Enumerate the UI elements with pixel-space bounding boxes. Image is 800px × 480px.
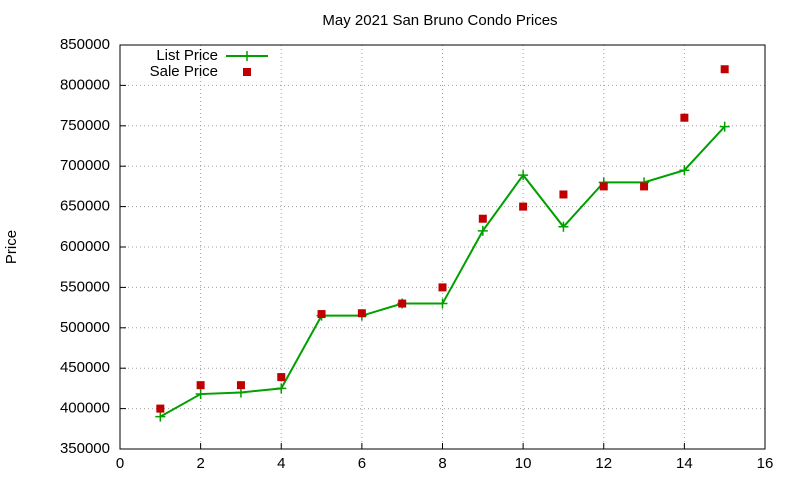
plot-frame bbox=[119, 44, 766, 450]
y-tick-label: 350000 bbox=[60, 440, 110, 457]
sale-point bbox=[438, 283, 447, 292]
y-tick-label: 500000 bbox=[60, 319, 110, 336]
y-tick-label: 850000 bbox=[60, 36, 110, 53]
point-marker bbox=[518, 170, 529, 181]
x-tick-label: 2 bbox=[196, 455, 204, 472]
legend-label: List Price bbox=[156, 47, 218, 64]
x-tick-label: 10 bbox=[515, 455, 532, 472]
sale-point bbox=[236, 381, 245, 390]
point-marker bbox=[437, 298, 448, 309]
sale-point bbox=[640, 182, 649, 191]
sale-point bbox=[478, 214, 487, 223]
sale-point bbox=[196, 381, 205, 390]
x-tick-label: 16 bbox=[757, 455, 774, 472]
sale-point bbox=[720, 65, 729, 74]
y-tick-label: 750000 bbox=[60, 117, 110, 134]
point-marker bbox=[195, 389, 206, 400]
point-marker bbox=[719, 121, 730, 132]
x-tick-label: 4 bbox=[277, 455, 285, 472]
point-marker bbox=[155, 411, 166, 422]
y-tick-label: 450000 bbox=[60, 359, 110, 376]
y-axis-label: Price bbox=[3, 230, 20, 264]
y-tick-label: 600000 bbox=[60, 238, 110, 255]
y-tick-label: 650000 bbox=[60, 198, 110, 215]
x-tick-label: 8 bbox=[438, 455, 446, 472]
x-tick-label: 0 bbox=[116, 455, 124, 472]
x-tick-label: 6 bbox=[358, 455, 366, 472]
sale-point bbox=[156, 404, 165, 413]
sale-point bbox=[277, 373, 286, 382]
x-tick-label: 14 bbox=[676, 455, 693, 472]
y-tick-label: 800000 bbox=[60, 76, 110, 93]
point-marker bbox=[679, 165, 690, 176]
sale-point bbox=[357, 309, 366, 318]
sale-point bbox=[559, 190, 568, 199]
point-marker bbox=[276, 383, 287, 394]
sale-point bbox=[680, 113, 689, 122]
y-tick-label: 400000 bbox=[60, 400, 110, 417]
x-tick-label: 12 bbox=[595, 455, 612, 472]
y-tick-label: 550000 bbox=[60, 278, 110, 295]
sale-point bbox=[398, 299, 407, 308]
point-marker bbox=[558, 221, 569, 232]
legend-marker bbox=[243, 68, 251, 76]
sale-point bbox=[519, 202, 528, 211]
point-marker bbox=[477, 225, 488, 236]
legend-marker bbox=[242, 51, 252, 61]
sale-point bbox=[599, 182, 608, 191]
chart-title: May 2021 San Bruno Condo Prices bbox=[322, 12, 557, 29]
legend-label: Sale Price bbox=[150, 63, 218, 80]
sale-point bbox=[317, 310, 326, 319]
y-tick-label: 700000 bbox=[60, 157, 110, 174]
